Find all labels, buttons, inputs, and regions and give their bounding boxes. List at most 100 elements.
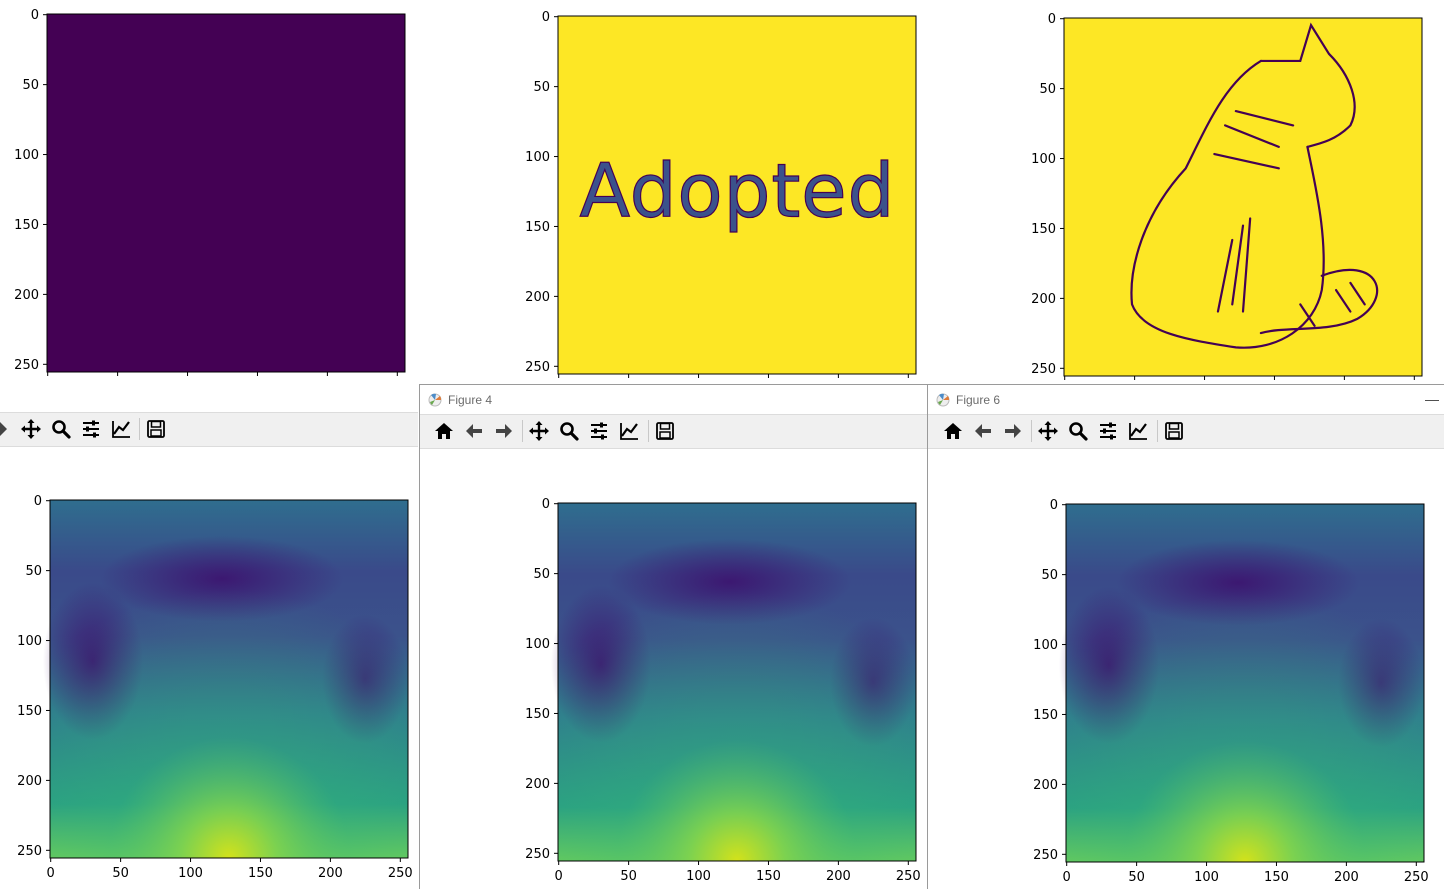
zoom-button[interactable]	[556, 419, 582, 443]
figure-2-plot[interactable]: 0 50 100 150 200 250 0 50 100 150 200 250	[0, 446, 418, 888]
pan-icon	[529, 421, 549, 441]
plot-image	[1064, 18, 1422, 376]
y-tick-label: 150	[17, 704, 42, 719]
fig6-axes: 0 50 100 150 200 250 0 50 100 150 200 250	[1033, 498, 1429, 885]
figure-1-plot[interactable]: 0 50 100 150 200 250	[0, 0, 418, 382]
plot-image	[550, 503, 916, 861]
y-tick-label: 50	[22, 78, 39, 93]
pan-button[interactable]	[18, 417, 44, 441]
home-button[interactable]	[940, 419, 966, 443]
fig1-axes: 0 50 100 150 200 250	[14, 8, 406, 376]
configure-subplots-button[interactable]	[586, 419, 612, 443]
plot-image	[47, 14, 405, 372]
fig4-axes: 0 50 100 150 200 250 0 50 100 150 200 250	[525, 497, 921, 884]
x-tick-label: 200	[826, 869, 851, 884]
zoom-button[interactable]	[1065, 419, 1091, 443]
x-tick-label: 150	[756, 869, 781, 884]
y-tick-label: 0	[542, 497, 550, 512]
y-tick-label: 0	[542, 10, 550, 25]
pan-button[interactable]	[526, 419, 552, 443]
figure-5-window: 0 50 100 150 200 250	[926, 0, 1444, 382]
save-button[interactable]	[652, 419, 678, 443]
y-tick-label: 250	[14, 358, 39, 373]
edit-axes-button[interactable]	[1125, 419, 1151, 443]
figure-3-plot[interactable]: Adopted 0 50 100 150 200 250	[419, 0, 925, 382]
y-tick-label: 50	[1039, 82, 1056, 97]
toolbar-separator	[648, 420, 649, 442]
y-tick-label: 100	[14, 148, 39, 163]
y-tick-label: 250	[1033, 848, 1058, 863]
back-arrow-button[interactable]	[970, 419, 996, 443]
plot-image: Adopted	[558, 16, 916, 374]
y-tick-label: 200	[1031, 292, 1056, 307]
y-tick-label: 0	[31, 8, 39, 23]
configure-subplots-icon	[1100, 422, 1116, 440]
plot-image	[42, 500, 408, 858]
y-tick-label: 250	[525, 847, 550, 862]
x-tick-label: 100	[178, 866, 203, 881]
figure-5-plot[interactable]: 0 50 100 150 200 250	[926, 0, 1444, 382]
zoom-icon	[1069, 422, 1088, 441]
y-tick-label: 150	[1031, 222, 1056, 237]
back-arrow-button[interactable]	[461, 419, 487, 443]
y-tick-label: 250	[17, 844, 42, 859]
toolbar-separator	[1157, 420, 1158, 442]
y-tick-label: 150	[525, 220, 550, 235]
minimize-button[interactable]: —	[1425, 391, 1439, 407]
y-tick-label: 250	[525, 360, 550, 375]
figure-6-plot[interactable]: 0 50 100 150 200 250 0 50 100 150 200 250	[928, 447, 1444, 889]
forward-arrow-button[interactable]	[491, 419, 517, 443]
fig5-axes: 0 50 100 150 200 250	[1031, 12, 1423, 380]
pan-icon	[21, 419, 41, 439]
y-tick-label: 150	[1033, 708, 1058, 723]
figure-4-window: Figure 4 0 50 100 150 200 250 0 50 100 150 200 250	[419, 384, 927, 889]
figure-4-plot[interactable]: 0 50 100 150 200 250 0 50 100 150 200 250	[420, 447, 927, 889]
figure-4-titlebar[interactable]: Figure 4	[420, 385, 927, 414]
forward-arrow-button[interactable]	[0, 417, 12, 441]
pan-button[interactable]	[1035, 419, 1061, 443]
fig2-axes: 0 50 100 150 200 250 0 50 100 150 200 250	[17, 494, 413, 881]
y-tick-label: 200	[17, 774, 42, 789]
adopted-text: Adopted	[579, 148, 894, 234]
zoom-icon	[52, 420, 71, 439]
y-tick-label: 0	[1048, 12, 1056, 27]
x-tick-label: 150	[248, 866, 273, 881]
y-tick-label: 150	[14, 218, 39, 233]
forward-arrow-button[interactable]	[1000, 419, 1026, 443]
save-button[interactable]	[143, 417, 169, 441]
y-tick-label: 100	[525, 637, 550, 652]
zoom-icon	[560, 422, 579, 441]
figure-6-titlebar[interactable]: Figure 6 —	[928, 385, 1444, 414]
configure-subplots-button[interactable]	[1095, 419, 1121, 443]
x-tick-label: 0	[1063, 870, 1071, 885]
fig3-axes: Adopted 0 50 100 150 200 250	[525, 10, 917, 378]
x-tick-label: 250	[388, 866, 413, 881]
home-button[interactable]	[431, 419, 457, 443]
y-tick-label: 0	[34, 494, 42, 509]
y-tick-label: 250	[1031, 362, 1056, 377]
matplotlib-app-icon	[936, 393, 950, 406]
forward-arrow-icon	[1005, 424, 1021, 438]
configure-subplots-icon	[83, 420, 99, 438]
edit-axes-button[interactable]	[616, 419, 642, 443]
x-tick-label: 250	[896, 869, 921, 884]
home-icon	[435, 423, 453, 439]
toolbar-separator	[522, 420, 523, 442]
figure-6-title: Figure 6	[956, 392, 1001, 407]
y-tick-label: 100	[1031, 152, 1056, 167]
x-tick-label: 0	[555, 869, 563, 884]
y-tick-label: 200	[14, 288, 39, 303]
edit-axes-button[interactable]	[108, 417, 134, 441]
zoom-button[interactable]	[48, 417, 74, 441]
figure-2-window: 0 50 100 150 200 250 0 50 100 150 200 250	[0, 383, 418, 888]
home-icon	[944, 423, 962, 439]
figure-4-toolbar	[420, 414, 927, 449]
configure-subplots-button[interactable]	[78, 417, 104, 441]
y-tick-label: 200	[1033, 778, 1058, 793]
x-tick-label: 150	[1264, 870, 1289, 885]
toolbar-separator	[1031, 420, 1032, 442]
toolbar-separator	[139, 418, 140, 440]
save-button[interactable]	[1161, 419, 1187, 443]
matplotlib-app-icon	[428, 393, 442, 406]
x-tick-label: 100	[1194, 870, 1219, 885]
